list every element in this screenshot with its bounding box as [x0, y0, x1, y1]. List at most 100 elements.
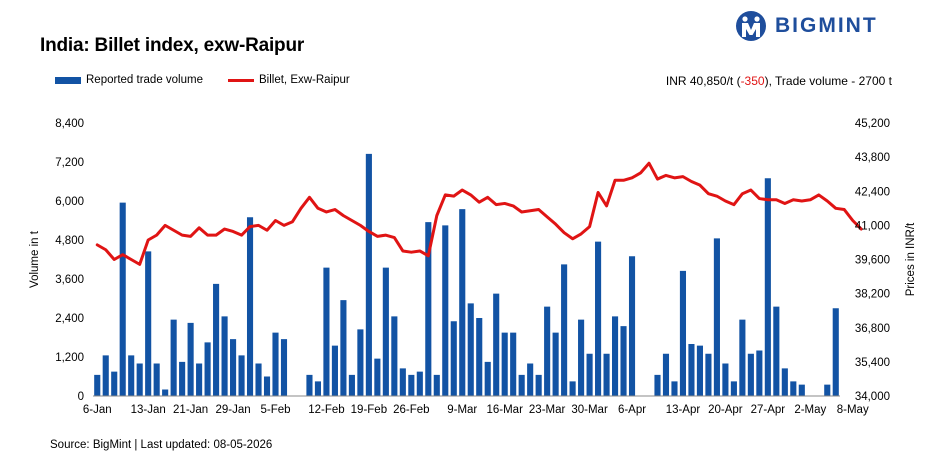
x-axis-ticks: 6-Jan 13-Jan 21-Jan 29-Jan 5-Feb 12-Feb 19-Feb…	[83, 404, 869, 416]
volume-bar-75	[730, 381, 737, 397]
volume-bar-74	[722, 363, 729, 396]
volume-bar-78	[756, 350, 763, 396]
y-right-tick-7: 43,800	[855, 152, 890, 164]
bigmint-logo: BIGMINT	[735, 10, 905, 42]
volume-bar-86	[824, 384, 831, 397]
volume-bars	[94, 153, 839, 397]
y-left-tick-5: 6,000	[55, 196, 84, 208]
y-left-tick-7: 8,400	[55, 118, 84, 130]
volume-bar-47	[493, 293, 500, 397]
volume-bar-55	[561, 264, 568, 397]
summary-prefix: INR 40,850/t (	[665, 74, 741, 88]
volume-bar-58	[586, 353, 593, 396]
volume-bar-6	[145, 251, 152, 397]
volume-bar-39	[425, 222, 432, 397]
y-right-tick-2: 36,800	[855, 323, 890, 335]
volume-bar-18	[246, 217, 254, 396]
x-tick-14: 20-Apr	[708, 404, 743, 416]
volume-bar-33	[374, 358, 381, 397]
y-left-tick-3: 3,600	[55, 274, 84, 286]
x-tick-2: 21-Jan	[173, 404, 208, 416]
x-tick-11: 30-Mar	[571, 404, 608, 416]
summary-suffix: ), Trade volume - 2700 t	[764, 74, 892, 88]
volume-bar-50	[518, 374, 525, 397]
volume-bar-67	[662, 353, 670, 396]
volume-bar-21	[272, 332, 279, 397]
y-right-tick-5: 41,000	[855, 220, 890, 232]
price-summary: INR 40,850/t (-350), Trade volume - 2700…	[666, 74, 892, 88]
x-tick-17: 8-May	[837, 404, 869, 416]
volume-bar-34	[382, 267, 389, 397]
volume-bar-22	[280, 339, 288, 397]
legend-swatch-bar	[55, 76, 81, 84]
volume-bar-87	[832, 308, 839, 396]
volume-bar-69	[679, 270, 687, 397]
x-tick-0: 6-Jan	[83, 404, 112, 416]
x-tick-7: 26-Feb	[393, 404, 429, 416]
y-right-tick-1: 35,400	[855, 357, 890, 369]
volume-bar-41	[442, 225, 449, 397]
volume-bar-43	[459, 209, 466, 397]
volume-bar-35	[391, 316, 398, 397]
volume-bar-49	[510, 332, 517, 397]
volume-bar-7	[153, 363, 160, 396]
volume-bar-54	[552, 332, 559, 397]
volume-bar-14	[213, 283, 220, 397]
volume-bar-25	[306, 374, 313, 397]
volume-bar-27	[323, 267, 330, 397]
volume-bar-81	[781, 368, 788, 397]
volume-bar-79	[764, 178, 771, 396]
volume-bar-8	[162, 389, 169, 396]
volume-bar-71	[696, 345, 703, 397]
volume-bar-63	[628, 256, 636, 396]
volume-bar-80	[773, 306, 780, 397]
volume-bar-61	[612, 316, 619, 397]
volume-bar-31	[357, 329, 364, 397]
volume-bar-83	[798, 384, 805, 397]
volume-bar-11	[187, 322, 194, 397]
volume-bar-3	[119, 202, 126, 397]
x-tick-8: 9-Mar	[447, 404, 477, 416]
volume-bar-68	[671, 381, 678, 397]
volume-bar-40	[433, 374, 440, 397]
volume-bar-73	[713, 238, 720, 396]
volume-bar-62	[620, 326, 627, 397]
y-left-tick-2: 2,400	[55, 313, 84, 325]
volume-bar-72	[705, 353, 712, 396]
volume-bar-9	[170, 319, 177, 397]
x-tick-15: 27-Apr	[751, 404, 786, 416]
volume-bar-53	[544, 306, 551, 397]
x-tick-13: 13-Apr	[666, 404, 701, 416]
volume-bar-19	[255, 363, 262, 396]
x-tick-16: 2-May	[794, 404, 826, 416]
logo-text: BIGMINT	[775, 14, 878, 37]
x-tick-4: 5-Feb	[260, 404, 290, 416]
volume-bar-36	[399, 368, 406, 397]
volume-bar-37	[408, 374, 415, 397]
volume-bar-52	[535, 374, 542, 397]
volume-bar-70	[688, 344, 695, 396]
volume-bar-76	[739, 319, 746, 397]
legend-swatch-line	[228, 78, 254, 82]
volume-bar-17	[238, 355, 245, 397]
y-axis-right-label: Prices in INR/t	[905, 222, 917, 296]
volume-bar-13	[204, 342, 211, 397]
legend-label-volume: Reported trade volume	[86, 74, 203, 86]
y-left-tick-0: 0	[78, 391, 84, 403]
y-left-tick-1: 1,200	[55, 352, 84, 364]
x-tick-6: 19-Feb	[351, 404, 387, 416]
volume-bar-42	[450, 321, 457, 396]
y-right-tick-6: 42,400	[855, 186, 890, 198]
volume-bar-60	[603, 353, 610, 396]
volume-bar-12	[196, 363, 203, 396]
y-left-tick-6: 7,200	[55, 157, 84, 169]
x-tick-1: 13-Jan	[131, 404, 166, 416]
volume-bar-56	[569, 381, 576, 397]
x-tick-10: 23-Mar	[529, 404, 566, 416]
volume-bar-29	[340, 300, 347, 397]
volume-bar-28	[331, 345, 338, 397]
volume-bar-0	[94, 374, 101, 397]
volume-bar-46	[484, 361, 491, 397]
volume-bar-48	[501, 332, 508, 397]
legend-label-price: Billet, Exw-Raipur	[259, 74, 350, 86]
